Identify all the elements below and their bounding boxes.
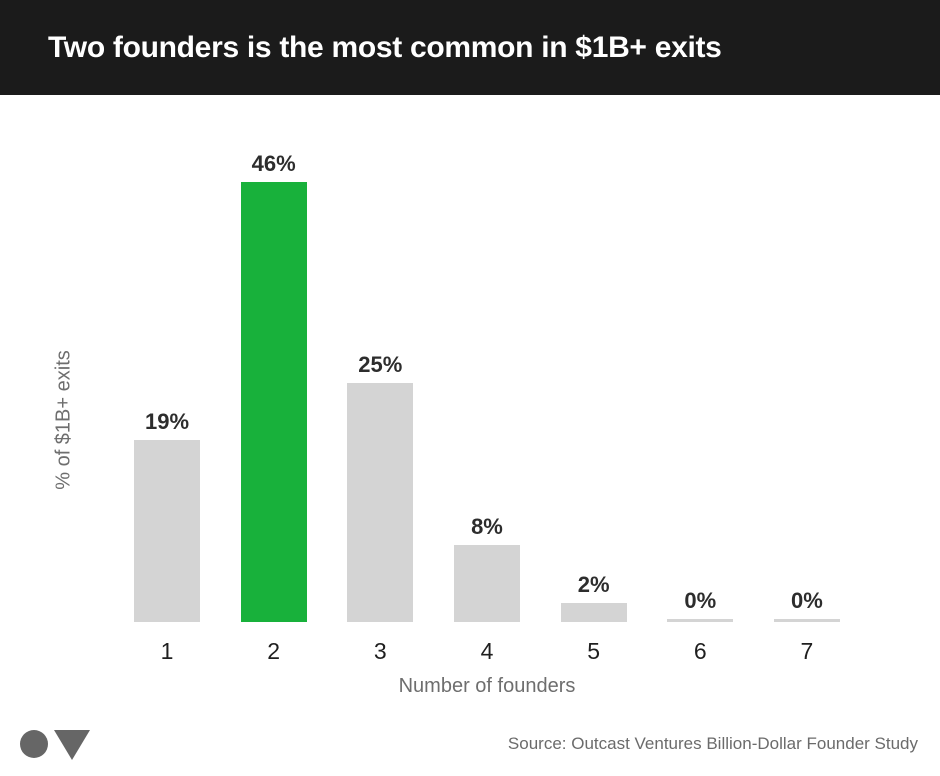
bar-1: 19% 1: [134, 409, 200, 664]
bar-7: 0% 7: [773, 588, 840, 664]
bar-group-3: 25% 3: [347, 182, 414, 664]
value-label-3: 25%: [358, 352, 403, 377]
x-tick-4: 4: [480, 638, 494, 664]
footer: Source: Outcast Ventures Billion-Dollar …: [0, 715, 940, 776]
value-label-5: 2%: [577, 572, 610, 597]
value-label-7: 0%: [791, 588, 823, 613]
x-tick-2: 2: [267, 638, 281, 664]
x-tick-3: 3: [373, 638, 387, 664]
page-title: Two founders is the most common in $1B+ …: [48, 30, 722, 64]
value-label-4: 8%: [471, 514, 503, 539]
bar-6: 0% 6: [667, 588, 734, 664]
bar-group-2: 46% 2: [240, 151, 307, 664]
bar-5: 2% 5: [560, 572, 627, 664]
plot-area: 19% 1 46% 2 25% 3 8% 4 2% 5 0% 6 0% 7: [134, 151, 840, 664]
outcast-ventures-logo: [20, 730, 90, 760]
x-tick-7: 7: [800, 638, 814, 664]
bar-2: 46% 2: [240, 151, 307, 664]
bar-group-5: 2% 5: [560, 182, 627, 664]
title-bar: Two founders is the most common in $1B+ …: [0, 0, 940, 95]
bar-chart: % of $1B+ exits 19% 1 46% 2 25% 3 8% 4 2% 5 0% 6 0% 7…: [0, 95, 940, 715]
y-axis-label: % of $1B+ exits: [52, 350, 75, 490]
bar-group-7: 0% 7: [773, 182, 840, 664]
x-tick-6: 6: [693, 638, 707, 664]
source-credit: Source: Outcast Ventures Billion-Dollar …: [507, 734, 918, 753]
bar-3: 25% 3: [347, 352, 414, 664]
x-tick-1: 1: [160, 638, 174, 664]
bar-group-1: 19% 1: [134, 182, 200, 664]
value-label-6: 0%: [684, 588, 717, 613]
logo-triangle-icon: [54, 730, 90, 760]
bar-group-6: 0% 6: [667, 182, 734, 664]
bar-4: 8% 4: [453, 514, 520, 664]
value-label-1: 19%: [144, 409, 190, 434]
value-label-2: 46%: [251, 151, 296, 176]
x-axis-label: Number of founders: [398, 675, 576, 697]
x-tick-5: 5: [587, 638, 601, 664]
logo-circle-icon: [20, 730, 48, 758]
bar-group-4: 8% 4: [453, 182, 520, 664]
